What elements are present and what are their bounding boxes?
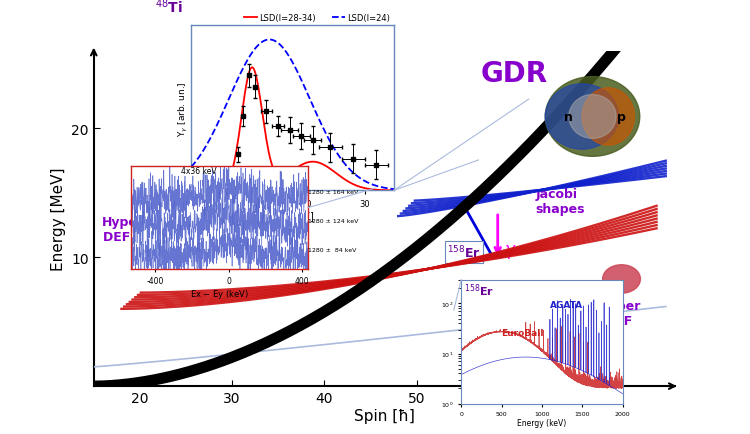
- Text: EuroBall: EuroBall: [502, 329, 544, 338]
- LSD(I=28-34): [358, 186, 367, 191]
- Text: 4x36 keV: 4x36 keV: [181, 166, 216, 175]
- Text: Jacobi
shapes: Jacobi shapes: [536, 187, 585, 215]
- LSD(I=28-34): [248, 66, 256, 71]
- LSD(I=28-34): [311, 160, 320, 165]
- Text: 1280 ±  84 keV: 1280 ± 84 keV: [308, 247, 356, 252]
- LSD(I=28-34): [308, 160, 316, 165]
- X-axis label: Spin [ħ]: Spin [ħ]: [354, 408, 415, 423]
- X-axis label: Energy (keV): Energy (keV): [518, 418, 566, 427]
- X-axis label: Ex $-$ Ey (keV): Ex $-$ Ey (keV): [190, 287, 249, 300]
- LSD(I=24): [358, 178, 367, 183]
- Text: AGATA: AGATA: [550, 300, 583, 309]
- Text: $^{158}$Er: $^{158}$Er: [447, 244, 481, 260]
- Y-axis label: Y$_\gamma$ [arb. un.]: Y$_\gamma$ [arb. un.]: [177, 81, 190, 136]
- Legend: LSD(I=28-34), LSD(I=24): LSD(I=28-34), LSD(I=24): [241, 10, 394, 26]
- LSD(I=24): [265, 38, 274, 43]
- Text: Super
DEF: Super DEF: [599, 299, 640, 327]
- Ellipse shape: [603, 265, 640, 293]
- X-axis label: E$_\gamma$ [MeV]: E$_\gamma$ [MeV]: [271, 210, 314, 225]
- Line: LSD(I=28-34): LSD(I=28-34): [191, 68, 394, 191]
- Line: LSD(I=24): LSD(I=24): [191, 40, 394, 190]
- Text: n: n: [565, 111, 573, 124]
- Ellipse shape: [545, 85, 619, 150]
- LSD(I=24): [188, 164, 196, 169]
- LSD(I=24): [308, 102, 316, 107]
- LSD(I=24): [371, 184, 380, 189]
- Text: $^{124}$Xe: $^{124}$Xe: [160, 178, 201, 197]
- LSD(I=28-34): [187, 188, 196, 194]
- LSD(I=28-34): [188, 188, 196, 194]
- Text: GDR: GDR: [480, 60, 548, 88]
- Ellipse shape: [545, 77, 640, 157]
- LSD(I=28-34): [308, 160, 317, 165]
- Text: $^{48}$Ti: $^{48}$Ti: [154, 0, 183, 16]
- Text: Hyper
DEF ?: Hyper DEF ?: [102, 216, 144, 244]
- Text: p: p: [617, 111, 626, 124]
- LSD(I=28-34): [389, 188, 398, 194]
- Y-axis label: Energy [MeV]: Energy [MeV]: [51, 168, 66, 271]
- Text: $\gamma$: $\gamma$: [503, 242, 516, 260]
- LSD(I=24): [187, 165, 196, 170]
- Text: 1280 ± 164 keV: 1280 ± 164 keV: [308, 189, 358, 194]
- LSD(I=24): [308, 103, 317, 108]
- LSD(I=28-34): [371, 187, 380, 193]
- Ellipse shape: [582, 89, 634, 146]
- Ellipse shape: [568, 95, 616, 139]
- Text: 1280 ± 124 keV: 1280 ± 124 keV: [308, 218, 358, 223]
- LSD(I=24): [389, 187, 398, 192]
- Text: $^{158}$Er: $^{158}$Er: [464, 282, 495, 298]
- LSD(I=24): [311, 111, 320, 116]
- Ellipse shape: [152, 203, 216, 222]
